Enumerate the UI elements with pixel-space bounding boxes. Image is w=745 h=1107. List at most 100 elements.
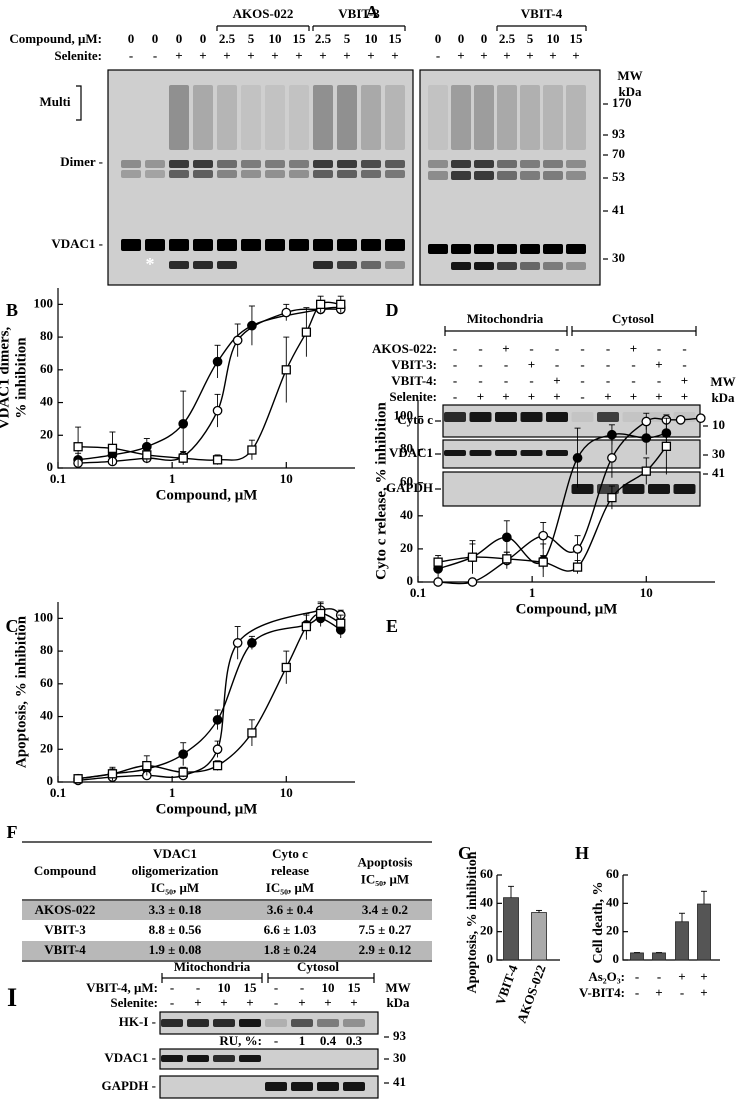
- axis: [57, 288, 355, 469]
- lane-label: -: [580, 389, 584, 404]
- lane-label: 0: [458, 31, 465, 46]
- lane-label: 10: [322, 980, 335, 995]
- band: [385, 261, 405, 269]
- lane-label: 5: [527, 31, 534, 46]
- fit-curve: [78, 306, 341, 461]
- lane-label: +: [223, 48, 230, 63]
- band: [428, 160, 448, 168]
- band: [444, 450, 466, 456]
- point: [538, 557, 548, 567]
- fit-curve: [78, 301, 341, 461]
- row-label: As₂O₃:: [588, 969, 625, 984]
- condition-mark: +: [700, 985, 707, 1000]
- condition-mark: -: [680, 985, 684, 1000]
- band: [169, 170, 189, 178]
- lane-label: +: [502, 389, 509, 404]
- band: [193, 170, 213, 178]
- band: [291, 1082, 313, 1091]
- band: [169, 239, 189, 251]
- x-tick-label: 0.1: [410, 585, 426, 600]
- mw-label: 93: [612, 126, 626, 141]
- table-cell: 1.8 ± 0.24: [264, 942, 317, 957]
- point: [572, 544, 583, 554]
- bar: [503, 897, 519, 961]
- lane-label: 0: [435, 31, 442, 46]
- y-tick-label: 60: [480, 866, 493, 881]
- fit-curve: [437, 432, 667, 570]
- lane-label: -: [555, 341, 559, 356]
- band: [546, 412, 568, 422]
- lane-label: -: [529, 341, 533, 356]
- mw-label: 30: [712, 446, 725, 461]
- condition-mark: +: [678, 969, 685, 984]
- ru-value: -: [274, 1033, 278, 1048]
- x-axis-label: Compound, μM: [516, 601, 618, 617]
- lane-label: 2.5: [219, 31, 236, 46]
- band: [520, 450, 543, 456]
- y-tick-label: 0: [613, 951, 620, 966]
- lane-label: +: [175, 48, 182, 63]
- bar: [652, 952, 666, 961]
- band: [169, 261, 189, 269]
- lane-label: -: [478, 341, 482, 356]
- band: [474, 244, 494, 254]
- band: [451, 244, 471, 254]
- band: [169, 160, 189, 168]
- band: [520, 171, 540, 180]
- table-cell: 3.4 ± 0.2: [362, 902, 408, 917]
- lane-label: +: [350, 995, 357, 1010]
- lane-label: +: [194, 995, 201, 1010]
- point: [247, 638, 257, 648]
- bar: [630, 952, 644, 961]
- y-axis-label: Cell death, %: [591, 881, 606, 963]
- table-row-bg: [22, 901, 432, 920]
- mw-label: 170: [612, 95, 632, 110]
- band: [543, 171, 563, 180]
- fit-curve: [78, 617, 342, 780]
- row-label: AKOS-022:: [372, 341, 437, 356]
- band: [217, 261, 237, 269]
- header: Mitochondria: [467, 311, 544, 326]
- lane-label: +: [681, 373, 688, 388]
- lane-label: -: [580, 357, 584, 372]
- table-header: IC₅₀, μM: [151, 880, 199, 895]
- y-axis-label: Apoptosis, % inhibition: [465, 851, 480, 993]
- lane-label: -: [153, 48, 157, 63]
- point: [281, 662, 291, 673]
- band: [187, 1055, 209, 1062]
- point: [538, 530, 549, 541]
- lane-label: 10: [365, 31, 378, 46]
- header: Mitochondria: [174, 959, 251, 974]
- y-tick-label: 80: [40, 328, 53, 343]
- x-tick-label: 10: [280, 471, 293, 486]
- ru-value: 0.3: [346, 1033, 363, 1048]
- blot-label: VDAC1: [389, 445, 433, 460]
- lane-label: +: [655, 357, 662, 372]
- band: [497, 160, 517, 168]
- table-header: Apoptosis: [358, 854, 413, 869]
- point: [247, 445, 257, 455]
- band: [265, 1082, 287, 1091]
- point: [107, 769, 118, 779]
- condition-mark: +: [655, 985, 662, 1000]
- y-axis-label: VDAC1 dimers,: [0, 327, 12, 430]
- band: [648, 484, 670, 494]
- band: [241, 239, 261, 251]
- lane-label: -: [580, 341, 584, 356]
- lane-label: +: [526, 48, 533, 63]
- group-label: AKOS-022: [233, 6, 294, 21]
- lane-label: -: [196, 980, 200, 995]
- table-cell: VBIT-4: [44, 942, 86, 957]
- group-label: VBIT-4: [521, 6, 563, 21]
- point: [301, 621, 312, 632]
- lane-label: -: [580, 373, 584, 388]
- y-tick-label: 20: [480, 923, 493, 938]
- band: [145, 239, 165, 251]
- band: [193, 85, 213, 150]
- lane-label: +: [220, 995, 227, 1010]
- band: [265, 239, 285, 251]
- table-header: IC₅₀, μM: [361, 871, 409, 886]
- x-tick-label: 1: [529, 585, 536, 600]
- point: [107, 443, 118, 454]
